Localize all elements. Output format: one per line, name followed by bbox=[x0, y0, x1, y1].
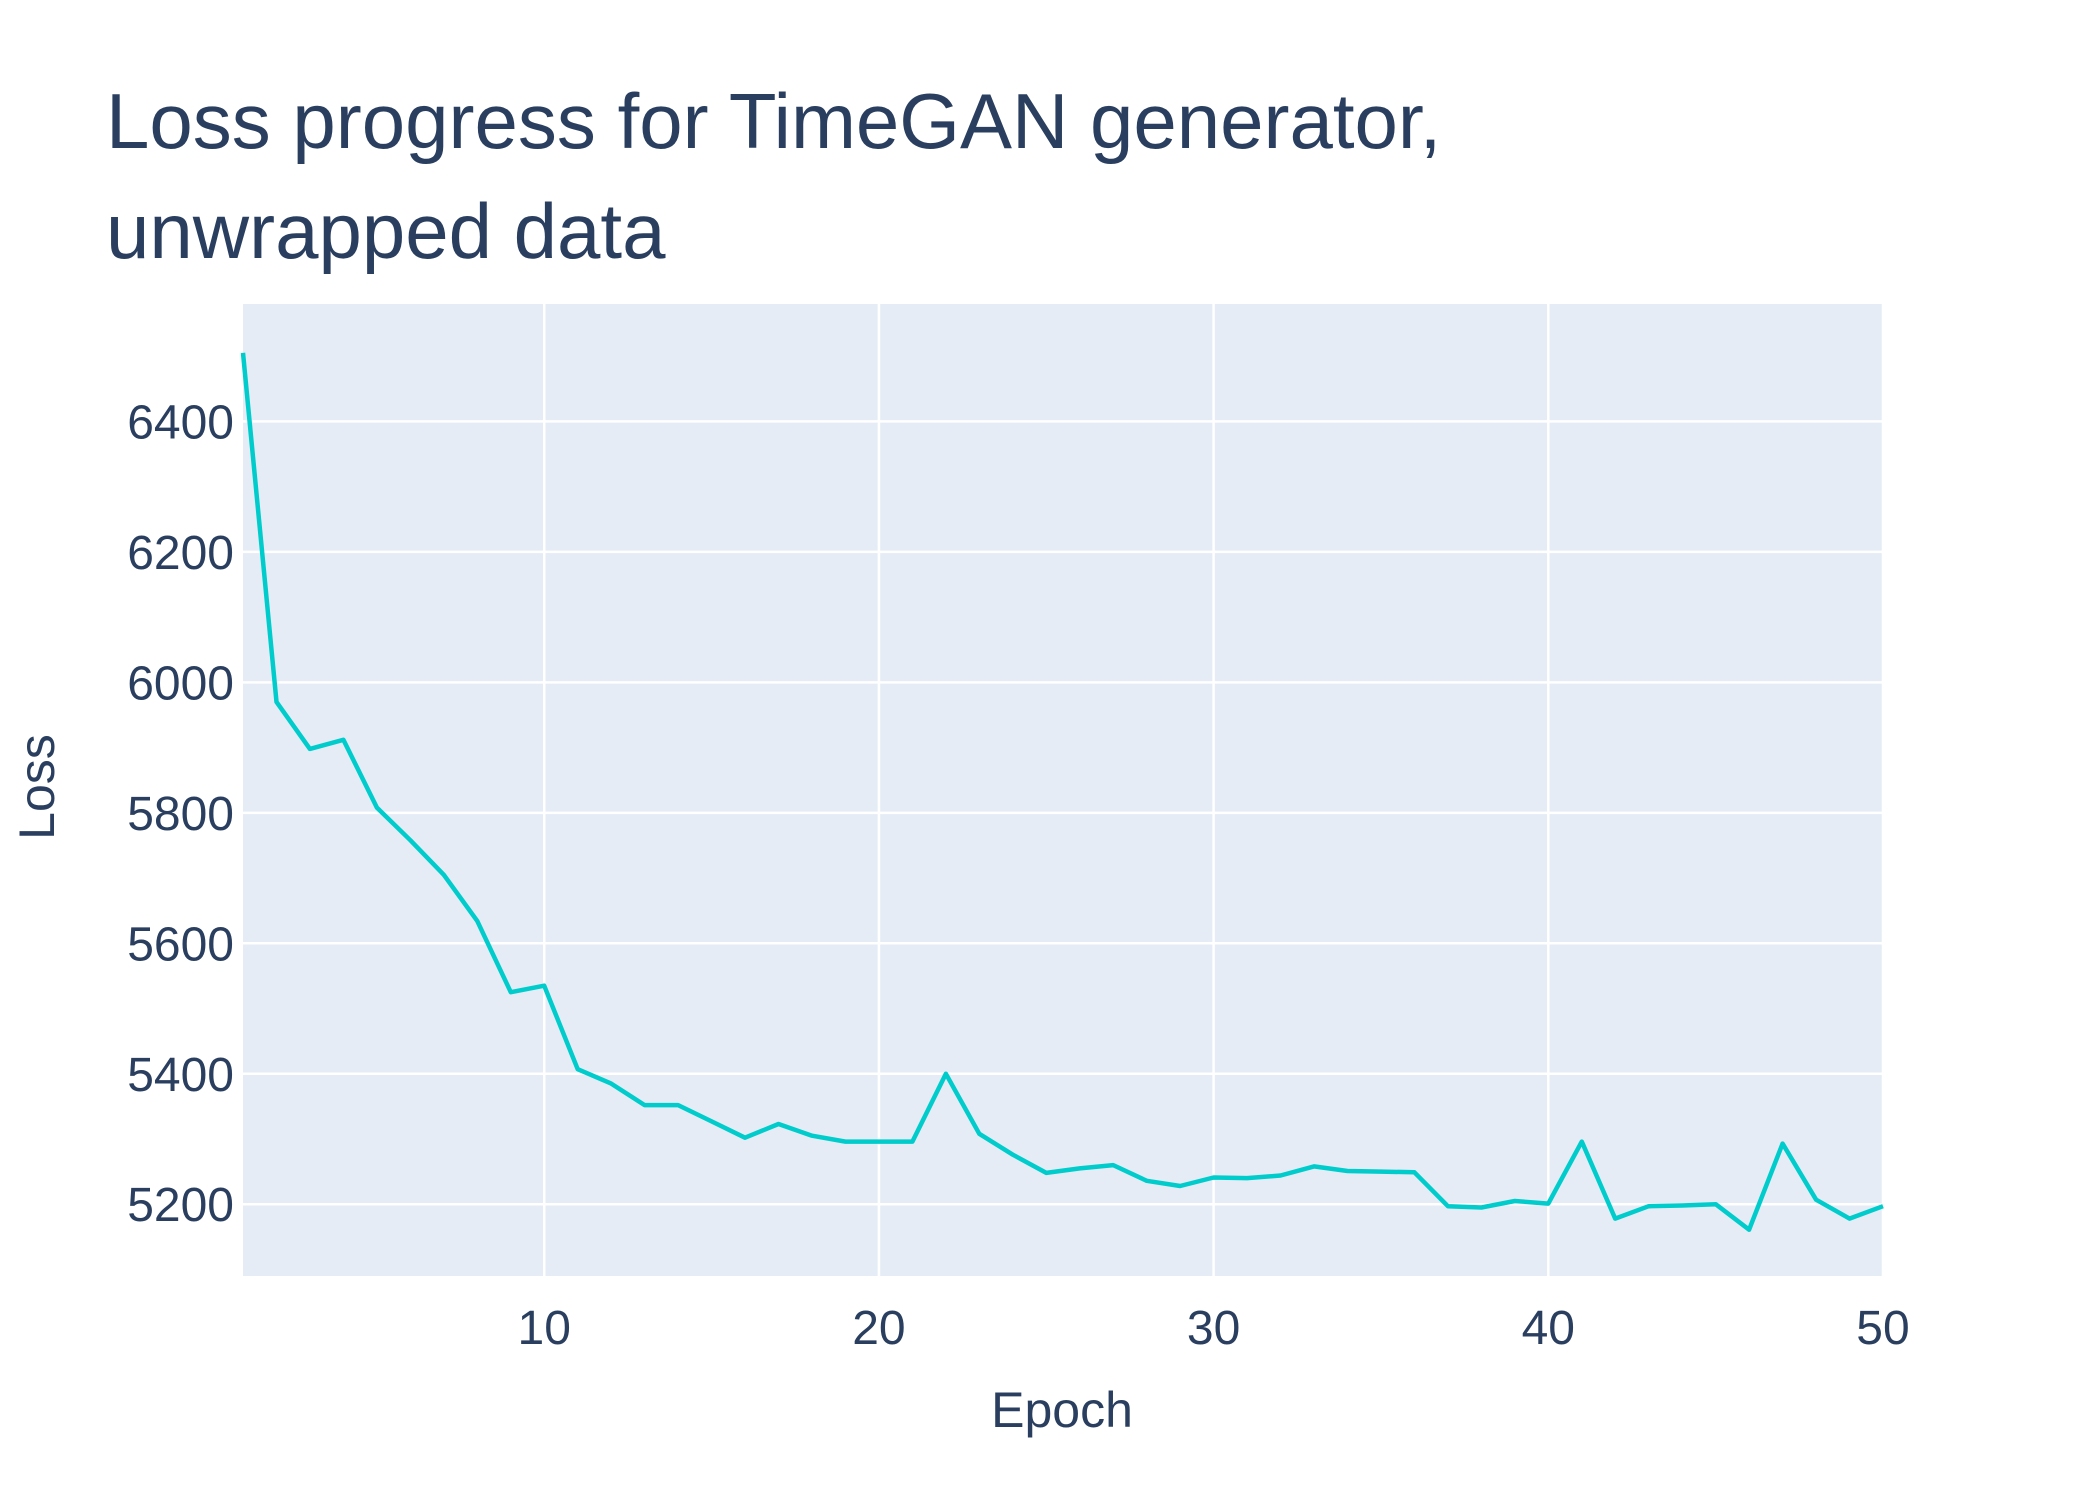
x-tick-label: 50 bbox=[1856, 1302, 1909, 1355]
y-tick-label: 6000 bbox=[127, 657, 234, 710]
y-tick-label: 5600 bbox=[127, 918, 234, 971]
y-axis-title: Loss bbox=[9, 734, 65, 840]
y-tick-label: 5200 bbox=[127, 1179, 234, 1232]
x-tick-label: 30 bbox=[1187, 1302, 1240, 1355]
x-tick-label: 10 bbox=[518, 1302, 571, 1355]
chart-title-line-1: Loss progress for TimeGAN generator, bbox=[106, 77, 1441, 165]
series-layer bbox=[240, 352, 1884, 1232]
x-axis-title: Epoch bbox=[991, 1382, 1133, 1438]
y-tick-label: 5400 bbox=[127, 1049, 234, 1102]
grid-lines bbox=[243, 304, 1885, 1276]
plot-area bbox=[243, 304, 1883, 1276]
tick-labels: 10 20 30 40 50 5200 5400 5600 5800 6000 6200 6400 bbox=[127, 396, 1909, 1355]
y-tick-label: 5800 bbox=[127, 788, 234, 841]
y-tick-label: 6200 bbox=[127, 527, 234, 580]
x-tick-label: 40 bbox=[1522, 1302, 1575, 1355]
loss-series-line bbox=[240, 352, 1884, 1232]
y-tick-label: 6400 bbox=[127, 396, 234, 449]
chart-title-line-2: unwrapped data bbox=[106, 187, 666, 275]
x-tick-label: 20 bbox=[852, 1302, 905, 1355]
